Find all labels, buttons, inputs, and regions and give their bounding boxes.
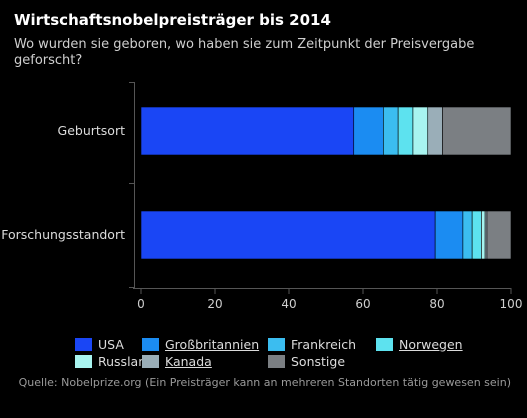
legend-label[interactable]: Norwegen: [399, 336, 463, 352]
legend-swatch: [268, 354, 285, 368]
bar-0-3: [397, 106, 414, 156]
bar-0-0: [140, 106, 355, 156]
bar-1-1: [434, 210, 464, 260]
chart-subtitle: Wo wurden sie geboren, wo haben sie zum …: [14, 37, 475, 68]
legend-label[interactable]: Großbritannien: [165, 336, 260, 352]
legend-swatch: [376, 337, 393, 351]
bar-1-0: [140, 210, 436, 260]
legend-swatch: [142, 337, 159, 351]
legend-label: Russland: [98, 353, 155, 369]
bar-0-6: [442, 106, 512, 156]
legend-item[interactable]: Norwegen: [376, 336, 463, 352]
legend-swatch: [75, 354, 92, 368]
category-label: Geburtsort: [58, 123, 126, 138]
legend-swatch: [268, 337, 285, 351]
stacked-bar-chart: Geburtsort Forschungsstandort 0 20 40 60 80 100: [1, 82, 523, 311]
legend-label[interactable]: Kanada: [165, 353, 212, 369]
x-tick-label: 40: [281, 297, 296, 311]
x-tick-label: 80: [429, 297, 444, 311]
bar-0-5: [427, 106, 443, 156]
bar-0-1: [353, 106, 384, 156]
bar-1-3: [471, 210, 482, 260]
chart-title: Wirtschaftsnobelpreisträger bis 2014: [14, 11, 331, 29]
bar-1-6: [486, 210, 512, 260]
legend-swatch: [75, 337, 92, 351]
x-tick-label: 0: [137, 297, 145, 311]
legend-item[interactable]: Großbritannien: [142, 336, 259, 352]
legend-item: Russland: [75, 353, 154, 369]
legend-item[interactable]: Kanada: [142, 353, 212, 369]
legend-item: Sonstige: [268, 353, 345, 369]
source-note: Quelle: Nobelprize.org (Ein Preisträger …: [18, 376, 511, 389]
legend-swatch: [142, 354, 159, 368]
legend-item: Frankreich: [268, 336, 356, 352]
legend-label: Sonstige: [291, 353, 346, 369]
legend-item: USA: [75, 336, 124, 352]
category-label: Forschungsstandort: [1, 227, 125, 242]
bar-0-4: [412, 106, 429, 156]
x-tick-label: 60: [355, 297, 370, 311]
legend-label: USA: [98, 336, 124, 352]
x-tick-label: 20: [207, 297, 222, 311]
bar-0-2: [383, 106, 399, 156]
x-tick-label: 100: [500, 297, 523, 311]
bar-1-4: [481, 210, 486, 260]
bar-1-2: [462, 210, 473, 260]
legend-label: Frankreich: [291, 336, 357, 352]
